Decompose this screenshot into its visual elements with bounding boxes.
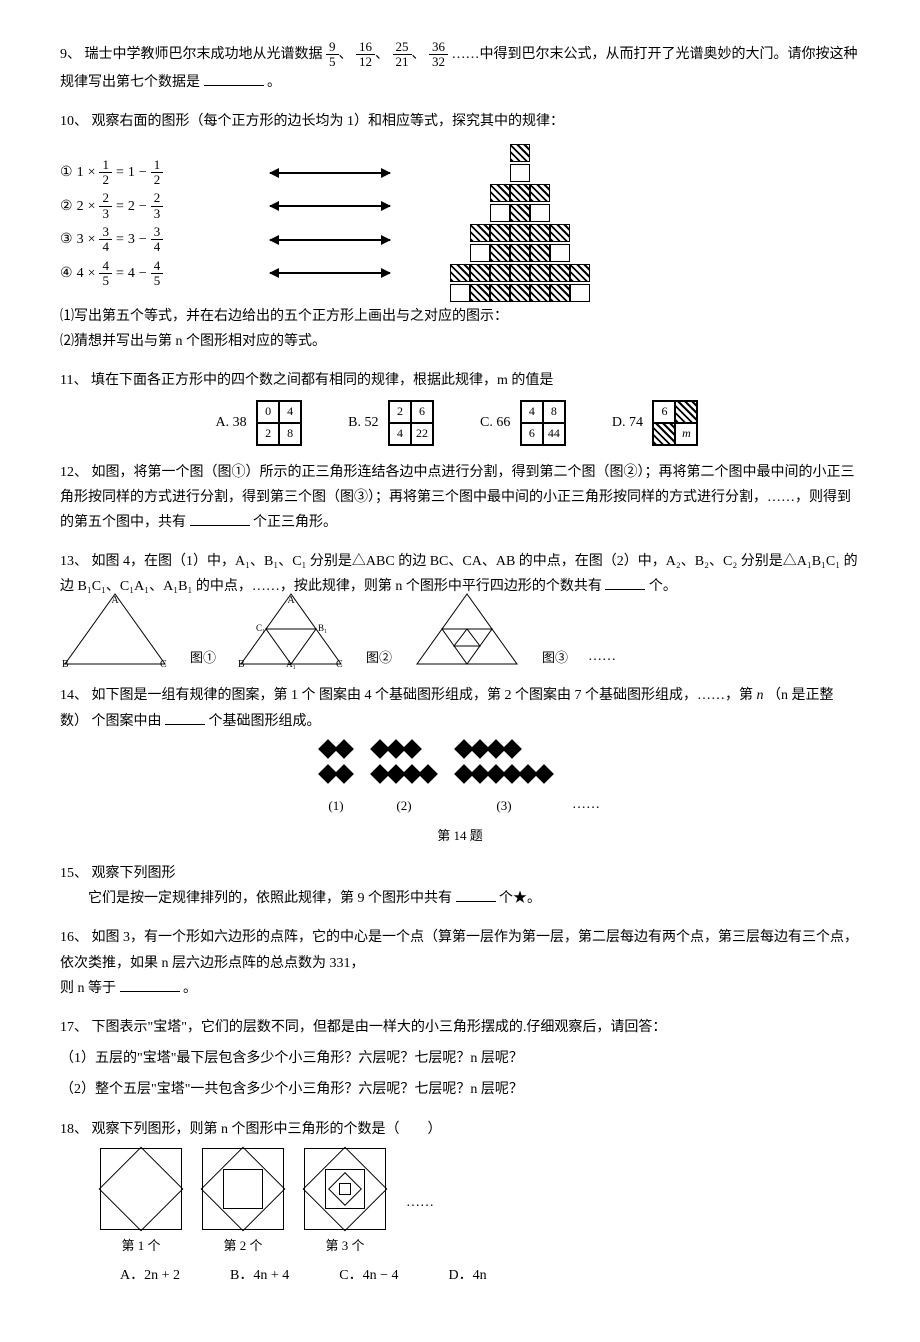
double-arrow-icon — [270, 272, 390, 274]
double-arrow-icon — [270, 239, 390, 241]
q12: 12、 如图，将第一个图（图①）所示的正三角形连结各边中点进行分割，得到第二个图… — [60, 460, 860, 536]
pattern-3: (3) — [456, 740, 552, 818]
q18-options: A．2n + 2 B．4n + 4 C．4n − 4 D．4n — [120, 1263, 860, 1288]
q10-lead: 观察右面的图形（每个正方形的边长均为 1）和相应等式，探究其中的规律： — [92, 114, 565, 129]
q10: 10、 观察右面的图形（每个正方形的边长均为 1）和相应等式，探究其中的规律： … — [60, 109, 860, 355]
q9: 9、 瑞士中学教师巴尔末成功地从光谱数据 95、 1612、 2521、 363… — [60, 40, 860, 95]
q11-lead: 填在下面各正方形中的四个数之间都有相同的规律，根据此规律，m 的值是 — [91, 373, 553, 388]
opt-c: C. 66 48 644 — [480, 400, 572, 446]
q10-staircase-figure — [450, 142, 590, 304]
svg-text:B: B — [62, 659, 69, 669]
frac-16-12: 1612 — [356, 40, 375, 70]
q16-blank — [120, 977, 180, 992]
q10-sub2: ⑵猜想并写出与第 n 个图形相对应的等式。 — [60, 329, 860, 354]
pattern-1: (1) — [320, 740, 352, 818]
eq-4: ④ 4× 45 = 4 − 45 — [60, 259, 420, 289]
q18-num: 18、 — [60, 1122, 88, 1137]
frac-25-21: 2521 — [393, 40, 412, 70]
q13: 13、 如图 4，在图（1）中，A₁、B₁、C₁ 分别是△ABC 的边 BC、C… — [60, 549, 860, 669]
q14-figcap: 第 14 题 — [60, 824, 860, 847]
opt-c: C．4n − 4 — [339, 1263, 398, 1288]
q9-blank — [204, 71, 264, 86]
svg-text:B₁: B₁ — [318, 623, 327, 633]
svg-text:B: B — [238, 659, 245, 669]
nested-square-1: 第 1 个 — [100, 1148, 182, 1257]
pattern-2: (2) — [372, 740, 436, 818]
grid-4: 6 m — [652, 400, 698, 446]
q12-text: 如图，将第一个图（图①）所示的正三角形连结各边中点进行分割，得到第二个图（图②）… — [60, 465, 855, 530]
opt-d: D．4n — [449, 1263, 487, 1288]
opt-d: D. 74 6 m — [612, 400, 705, 446]
triangle-fig-2: A C₁ B₁ A₁ B C — [236, 589, 346, 669]
q11: 11、 填在下面各正方形中的四个数之间都有相同的规律，根据此规律，m 的值是 A… — [60, 368, 860, 445]
double-arrow-icon — [270, 172, 390, 174]
q17-sub2: （2）整个五层"宝塔"一共包含多少个小三角形？六层呢？七层呢？n 层呢？ — [60, 1077, 860, 1102]
triangle-fig-1: A B C — [60, 589, 170, 669]
q15-blank — [456, 887, 496, 902]
frac-9-5: 95 — [326, 40, 339, 70]
q13-text: 如图 4，在图（1）中，A₁、B₁、C₁ 分别是△ABC 的边 BC、CA、AB… — [60, 554, 858, 594]
svg-text:C₁: C₁ — [256, 623, 265, 633]
q12-tail: 个正三角形。 — [253, 515, 337, 530]
grid-1: 04 28 — [256, 400, 302, 446]
q12-num: 12、 — [60, 465, 88, 480]
q13-tail: 个。 — [649, 579, 677, 594]
q13-num: 13、 — [60, 554, 88, 569]
q13-blank — [605, 575, 645, 590]
svg-text:A: A — [111, 595, 119, 606]
q10-equations: ① 1× 12 = 1 − 12 ② 2× 23 = 2 − 23 — [60, 154, 420, 292]
svg-text:C: C — [336, 659, 343, 669]
q17-num: 17、 — [60, 1020, 88, 1035]
q18-figures: 第 1 个 第 2 个 第 3 个 …… — [100, 1148, 860, 1257]
q9-tail: 。 — [267, 75, 281, 90]
opt-a: A．2n + 2 — [120, 1263, 180, 1288]
q10-num: 10、 — [60, 114, 88, 129]
q12-blank — [190, 511, 250, 526]
q18: 18、 观察下列图形，则第 n 个图形中三角形的个数是（ ） 第 1 个 第 2… — [60, 1117, 860, 1289]
grid-3: 48 644 — [520, 400, 566, 446]
q16-num: 16、 — [60, 930, 88, 945]
q14-figures: (1) (2) (3) …… — [60, 740, 860, 818]
q13-figures: A BC 图① A C₁B₁ A₁ BC 图② 图③ …… — [60, 589, 860, 669]
q15: 15、 观察下列图形 它们是按一定规律排列的，依照此规律，第 9 个图形中共有 … — [60, 861, 860, 911]
opt-a: A. 38 04 28 — [216, 400, 309, 446]
opt-b: B. 52 26 422 — [348, 400, 440, 446]
q15-num: 15、 — [60, 866, 88, 881]
q14-num: 14、 — [60, 688, 88, 703]
q11-options: A. 38 04 28 B. 52 26 422 C. 66 48 644 D.… — [60, 400, 860, 446]
eq-1: ① 1× 12 = 1 − 12 — [60, 158, 420, 188]
q14-blank — [165, 710, 205, 725]
opt-b: B．4n + 4 — [230, 1263, 289, 1288]
frac-36-32: 3632 — [429, 40, 448, 70]
double-arrow-icon — [270, 205, 390, 207]
grid-2: 26 422 — [388, 400, 434, 446]
q17: 17、 下图表示"宝塔"，它们的层数不同，但都是由一样大的小三角形摆成的.仔细观… — [60, 1015, 860, 1103]
caption-1: 图① — [190, 646, 216, 669]
caption-2: 图② — [366, 646, 392, 669]
svg-text:C: C — [160, 659, 167, 669]
caption-3: 图③ — [542, 646, 568, 669]
q11-num: 11、 — [60, 373, 87, 388]
triangle-fig-3 — [412, 589, 522, 669]
q9-text-a: 瑞士中学教师巴尔末成功地从光谱数据 — [85, 47, 323, 62]
svg-text:A₁: A₁ — [286, 659, 296, 669]
svg-text:A: A — [287, 595, 295, 606]
nested-square-2: 第 2 个 — [202, 1148, 284, 1257]
eq-3: ③ 3× 34 = 3 − 34 — [60, 225, 420, 255]
eq-2: ② 2× 23 = 2 − 23 — [60, 191, 420, 221]
q16: 16、 如图 3，有一个形如六边形的点阵，它的中心是一个点（算第一层作为第一层，… — [60, 925, 860, 1001]
q14-text-a: 如下图是一组有规律的图案，第 1 个 图案由 4 个基础图形组成，第 2 个图案… — [92, 688, 754, 703]
var-n: n — [757, 688, 764, 703]
nested-square-3: 第 3 个 — [304, 1148, 386, 1257]
q9-num: 9、 — [60, 47, 81, 62]
q10-sub1: ⑴写出第五个等式，并在右边给出的五个正方形上画出与之对应的图示： — [60, 304, 860, 329]
q17-sub1: （1）五层的"宝塔"最下层包含多少个小三角形？六层呢？七层呢？n 层呢？ — [60, 1046, 860, 1071]
q14: 14、 如下图是一组有规律的图案，第 1 个 图案由 4 个基础图形组成，第 2… — [60, 683, 860, 847]
